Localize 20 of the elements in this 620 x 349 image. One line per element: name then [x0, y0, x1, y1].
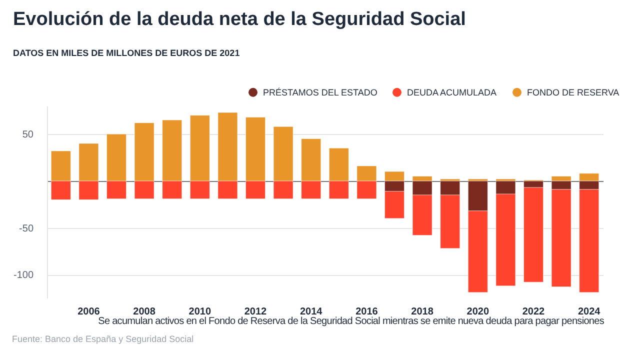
- x-tick-label: 2018: [411, 306, 434, 318]
- text: Se acumulan activos en el Fondo de Reserva de la Seguridad Social mientras se emite nueva deuda para pagar pensiones: [98, 316, 604, 327]
- x-tick-label: 2016: [356, 306, 378, 318]
- x-tick-label: 2022: [522, 306, 546, 318]
- x-tick-label: 2012: [244, 306, 268, 318]
- chart-title: Evolución de la deuda neta de la Seguridad Social: [12, 9, 466, 30]
- y-tick-label: -50: [19, 223, 34, 234]
- legend-label: DEUDA ACUMULADA: [407, 87, 497, 98]
- x-tick-label: 2008: [133, 306, 156, 318]
- y-tick-label: -100: [13, 270, 34, 282]
- x-tick-label: 2014: [300, 306, 323, 318]
- chart-subtitle: DATOS EN MILES DE MILLONES DE EUROS DE 2021: [12, 48, 240, 58]
- x-tick-label: 2006: [78, 306, 100, 318]
- legend-label: FONDO DE RESERVA: [527, 87, 620, 98]
- y-tick-label: 50: [22, 130, 34, 141]
- x-tick-label: 2010: [188, 306, 212, 318]
- x-tick-label: 2020: [466, 306, 490, 318]
- source-note: Fuente: Banco de España y Seguridad Social: [12, 334, 194, 344]
- legend-label: PRÉSTAMOS DEL ESTADO: [263, 87, 378, 98]
- x-tick-label: 2024: [578, 306, 601, 318]
